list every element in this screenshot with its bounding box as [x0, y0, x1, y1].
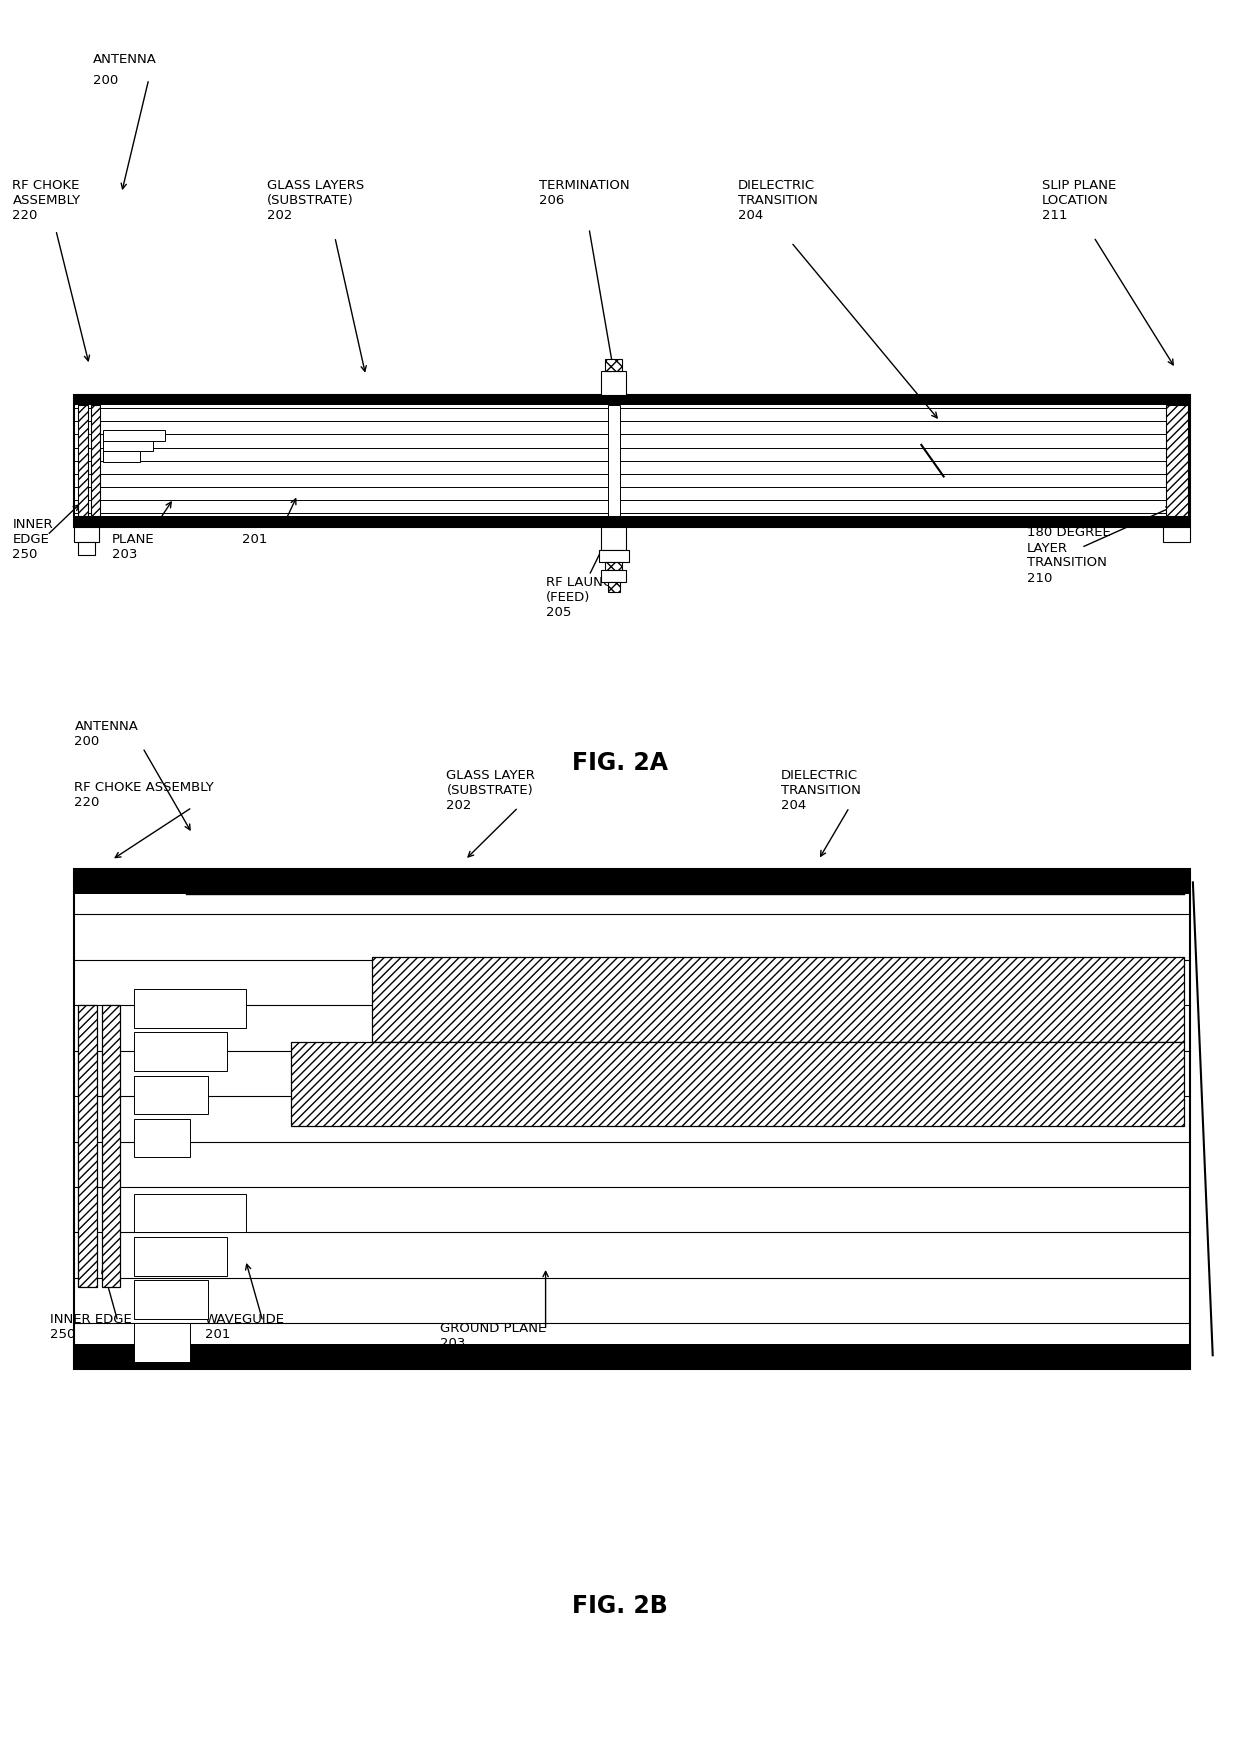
Bar	[74, 869, 1190, 893]
Text: GROUND PLANE
203: GROUND PLANE 203	[440, 1322, 547, 1350]
Bar	[605, 562, 622, 570]
Text: SLIP PLANE
LOCATION
211: SLIP PLANE LOCATION 211	[1042, 179, 1116, 223]
Bar	[605, 360, 622, 372]
Bar	[134, 1120, 190, 1158]
Bar	[601, 570, 626, 583]
Bar	[134, 1076, 208, 1114]
Text: INNER
EDGE
250: INNER EDGE 250	[12, 518, 53, 562]
Bar	[291, 1041, 1184, 1125]
Text: ANTENNA: ANTENNA	[93, 53, 157, 65]
Bar	[74, 395, 1190, 405]
Text: DIELECTRIC
TRANSITION
204: DIELECTRIC TRANSITION 204	[738, 179, 817, 223]
Text: GLASS LAYERS
(SUBSTRATE)
202: GLASS LAYERS (SUBSTRATE) 202	[267, 179, 363, 223]
Bar	[102, 1006, 120, 1286]
Bar	[134, 1032, 227, 1071]
Bar	[134, 1323, 190, 1362]
Text: DIELECTRIC
TRANSITION
204: DIELECTRIC TRANSITION 204	[781, 769, 861, 813]
Bar	[608, 583, 620, 593]
Text: RF CHOKE
ASSEMBLY
220: RF CHOKE ASSEMBLY 220	[12, 179, 81, 223]
Bar	[103, 441, 153, 451]
Bar	[103, 430, 165, 441]
Text: TERMINATION
206: TERMINATION 206	[539, 179, 630, 207]
Bar	[74, 516, 1190, 526]
Bar	[608, 405, 620, 516]
Bar	[78, 1006, 97, 1286]
Bar	[134, 1237, 227, 1276]
Bar	[91, 405, 100, 516]
Text: FIG. 2B: FIG. 2B	[572, 1594, 668, 1618]
Bar	[78, 405, 88, 516]
Bar	[601, 372, 626, 395]
Text: GLASS LAYER
(SUBSTRATE)
202: GLASS LAYER (SUBSTRATE) 202	[446, 769, 536, 813]
Bar	[103, 451, 140, 462]
Bar	[134, 1193, 246, 1232]
Text: RF LAUNCH
(FEED)
205: RF LAUNCH (FEED) 205	[546, 576, 621, 620]
Text: 180 DEGREE
LAYER
TRANSITION
210: 180 DEGREE LAYER TRANSITION 210	[1027, 526, 1111, 584]
Text: ANTENNA
200: ANTENNA 200	[74, 720, 139, 748]
Bar	[78, 542, 95, 555]
Text: RF CHOKE ASSEMBLY
220: RF CHOKE ASSEMBLY 220	[74, 781, 215, 809]
Bar	[601, 526, 626, 551]
Bar	[1163, 526, 1190, 542]
Bar	[599, 551, 629, 562]
Text: WAVEGUIDE
201: WAVEGUIDE 201	[242, 518, 322, 546]
Bar	[74, 526, 99, 542]
Bar	[74, 1344, 1190, 1369]
Bar	[134, 990, 246, 1028]
Bar	[74, 395, 1190, 526]
Text: FIG. 2A: FIG. 2A	[572, 751, 668, 776]
Bar	[74, 869, 1190, 1369]
Bar	[1166, 405, 1188, 516]
Text: INNER EDGE
250: INNER EDGE 250	[50, 1313, 131, 1341]
Text: WAVEGUIDE
201: WAVEGUIDE 201	[205, 1313, 285, 1341]
Text: GROUND
PLANE
203: GROUND PLANE 203	[112, 518, 171, 562]
Bar	[372, 958, 1184, 1041]
Bar	[134, 1279, 208, 1320]
Text: 200: 200	[93, 74, 118, 86]
